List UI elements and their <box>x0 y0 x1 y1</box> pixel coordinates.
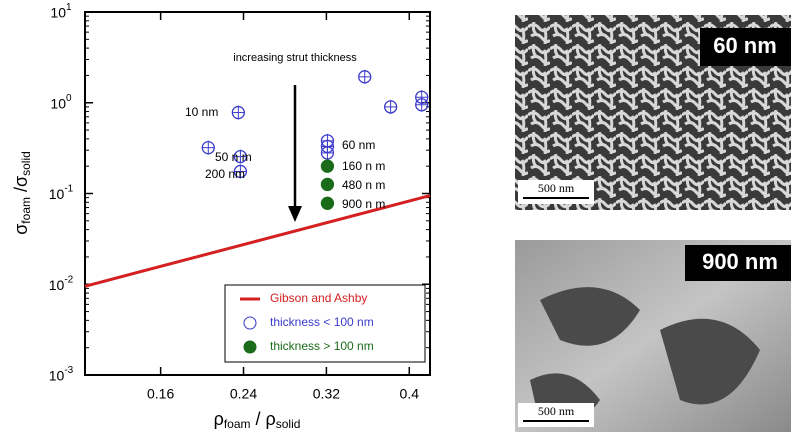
y-axis-label-part: foam <box>19 197 33 224</box>
y-tick-label: 10-1 <box>49 183 74 202</box>
annotation: 10 nm <box>185 105 218 119</box>
scale-bar-label: 500 nm <box>538 404 575 418</box>
x-tick-label: 0.24 <box>230 386 257 402</box>
legend-label: thickness > 100 nm <box>270 339 374 353</box>
y-tick-label: 10-2 <box>49 274 74 293</box>
y-axis-label-part: /σ <box>11 176 31 197</box>
data-point <box>321 197 333 209</box>
x-axis-label-part: solid <box>276 417 301 431</box>
y-axis-label-part: solid <box>19 151 33 176</box>
annotation: 50 n m <box>215 150 252 164</box>
data-point <box>321 160 333 172</box>
data-point <box>321 178 333 190</box>
annotation: 900 n m <box>342 197 385 211</box>
y-axis-label: σfoam /σsolid <box>11 151 33 235</box>
arrow-head <box>288 206 302 222</box>
legend-label: Gibson and Ashby <box>270 291 367 305</box>
legend-swatch <box>244 341 256 353</box>
x-tick-label: 0.32 <box>313 386 340 402</box>
y-tick-label: 10-3 <box>49 365 74 384</box>
annotation: increasing strut thickness <box>233 52 357 64</box>
x-tick-label: 0.16 <box>147 386 174 402</box>
annotation: 480 n m <box>342 178 385 192</box>
scale-bar-label: 500 nm <box>538 181 575 195</box>
annotation: 160 n m <box>342 159 385 173</box>
x-axis-label-part: foam <box>224 417 251 431</box>
y-tick-label: 100 <box>50 92 72 111</box>
y-tick-label: 101 <box>50 2 72 21</box>
x-axis-label: ρfoam / ρsolid <box>214 409 301 431</box>
figure: 60 nm 500 nm 900 nm 500 nm 10-3 10-2 10-1 1… <box>0 0 791 445</box>
sem-image-top: 60 nm 500 nm <box>515 15 791 210</box>
y-axis-label-part: σ <box>11 224 31 235</box>
x-axis-label-part: ρ <box>214 409 224 429</box>
annotation: 200 nm <box>205 167 245 181</box>
image-label: 60 nm <box>713 33 777 58</box>
sem-image-bottom: 900 nm 500 nm <box>515 240 791 432</box>
annotation: 60 nm <box>342 138 375 152</box>
x-axis-label-part: / ρ <box>251 409 276 429</box>
x-tick-label: 0.4 <box>400 386 420 402</box>
image-label: 900 nm <box>702 249 778 274</box>
legend-label: thickness < 100 nm <box>270 315 374 329</box>
